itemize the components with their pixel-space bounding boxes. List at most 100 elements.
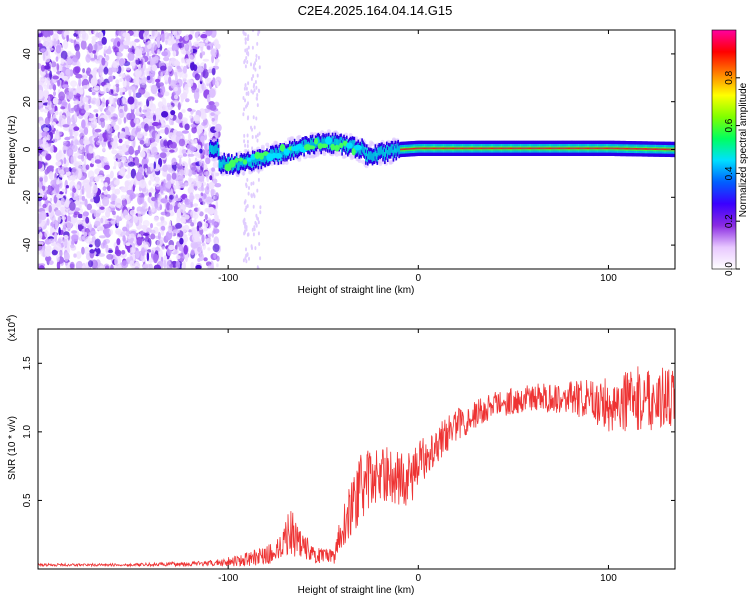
noise-blob <box>72 56 79 63</box>
noise-blob <box>137 124 142 129</box>
noise-blob <box>122 235 126 242</box>
noise-blob <box>86 185 92 194</box>
noise-blob <box>38 231 43 240</box>
noise-blob <box>85 164 90 170</box>
noise-blob <box>90 231 97 235</box>
noise-blob <box>143 233 150 236</box>
noise-blob <box>98 133 103 142</box>
faint-streak <box>251 127 253 132</box>
noise-blob <box>62 227 67 232</box>
faint-streak <box>247 81 250 86</box>
noise-blob <box>56 253 60 263</box>
noise-blob <box>77 213 83 219</box>
noise-blob <box>115 228 122 235</box>
noise-blob <box>196 67 204 73</box>
noise-blob <box>169 57 177 67</box>
noise-blob <box>48 260 54 265</box>
noise-blob <box>190 123 196 128</box>
noise-blob <box>195 264 202 269</box>
faint-streak <box>259 210 262 215</box>
noise-blob <box>62 237 69 247</box>
noise-blob <box>130 168 137 179</box>
noise-blob <box>172 229 180 234</box>
noise-blob <box>200 192 204 197</box>
noise-blob <box>184 182 189 187</box>
ridge-halo <box>297 134 302 139</box>
noise-blob <box>50 179 58 187</box>
noise-blob <box>188 232 192 236</box>
noise-blob <box>63 167 70 173</box>
noise-blob <box>216 255 220 262</box>
noise-blob <box>70 117 76 123</box>
faint-streak <box>245 247 247 252</box>
noise-blob <box>105 265 110 269</box>
noise-blob <box>93 85 100 91</box>
faint-streak <box>253 82 256 87</box>
noise-blob <box>203 143 208 150</box>
noise-blob <box>43 108 49 114</box>
noise-blob <box>55 161 62 166</box>
noise-blob <box>153 253 158 264</box>
noise-blob <box>66 116 71 126</box>
faint-streak <box>257 55 260 60</box>
noise-blob <box>202 68 209 79</box>
noise-blob <box>168 244 175 251</box>
noise-blob <box>38 160 43 169</box>
noise-blob <box>184 83 189 91</box>
faint-streak <box>243 86 246 91</box>
noise-blob <box>166 102 171 108</box>
noise-blob <box>150 223 153 229</box>
noise-blob <box>113 46 119 53</box>
noise-blob <box>173 185 181 190</box>
noise-blob <box>153 264 162 269</box>
noise-blob <box>193 90 200 101</box>
noise-blob <box>145 68 150 77</box>
noise-blob <box>214 110 221 115</box>
faint-streak <box>246 133 249 138</box>
noise-blob <box>132 184 135 192</box>
noise-blob <box>163 139 168 147</box>
noise-blob <box>74 130 79 137</box>
noise-blob <box>82 96 89 103</box>
noise-blob <box>90 76 98 87</box>
ridge-halo <box>342 154 347 159</box>
noise-blob <box>49 146 54 153</box>
noise-blob <box>88 244 93 248</box>
noise-blob <box>119 108 124 114</box>
noise-blob <box>38 62 42 70</box>
noise-blob <box>64 187 68 195</box>
noise-blob <box>151 206 155 213</box>
noise-blob <box>115 83 120 87</box>
noise-blob <box>142 263 150 269</box>
noise-blob <box>103 84 111 93</box>
noise-blob <box>53 91 56 97</box>
faint-streak <box>244 199 247 204</box>
noise-blob <box>108 95 115 105</box>
noise-blob <box>182 91 188 100</box>
faint-streak <box>251 227 254 232</box>
noise-blob <box>200 135 205 144</box>
noise-blob <box>179 73 182 78</box>
noise-blob <box>49 70 52 80</box>
faint-streak <box>243 133 246 138</box>
faint-streak <box>247 37 250 41</box>
noise-blob <box>111 210 116 215</box>
faint-streak <box>242 96 245 100</box>
noise-blob <box>151 146 158 156</box>
noise-blob <box>205 157 211 165</box>
noise-blob <box>136 118 139 125</box>
noise-blob <box>105 207 111 215</box>
noise-blob <box>155 78 161 83</box>
faint-streak <box>253 125 256 130</box>
noise-blob <box>124 214 132 221</box>
ridge-halo <box>322 152 327 156</box>
ridge-halo <box>378 161 383 166</box>
noise-blob <box>193 114 201 122</box>
faint-streak <box>246 116 249 121</box>
noise-blob <box>144 42 149 46</box>
noise-blob <box>101 57 106 66</box>
noise-blob <box>112 166 117 170</box>
noise-blob <box>65 171 71 176</box>
faint-streak <box>245 86 248 91</box>
noise-blob <box>112 84 117 95</box>
